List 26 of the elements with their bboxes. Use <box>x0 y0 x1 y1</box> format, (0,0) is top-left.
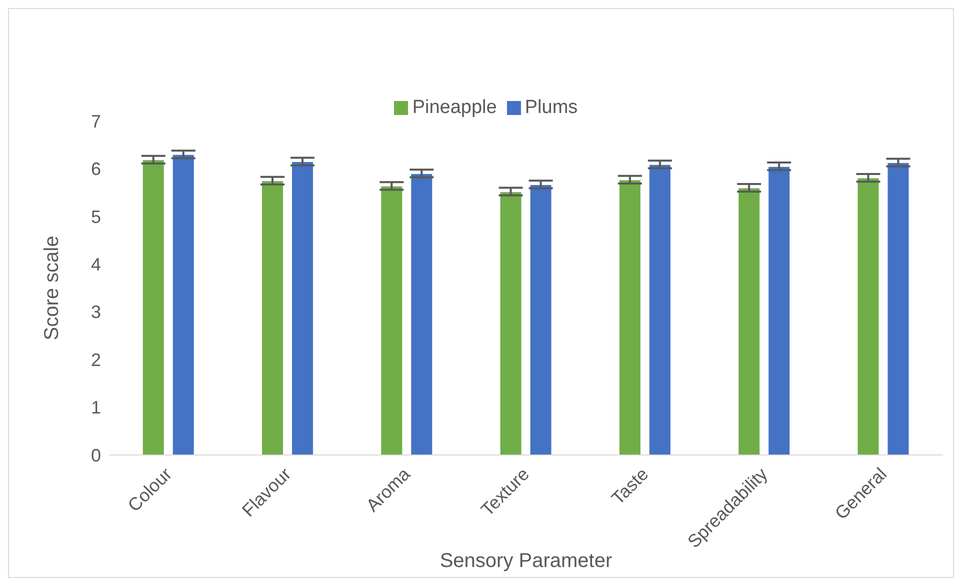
y-axis-title: Score scale <box>41 236 64 340</box>
bar <box>856 177 880 455</box>
y-tick-label: 6 <box>90 159 101 180</box>
bar <box>768 166 791 455</box>
y-tick-label: 4 <box>90 254 101 275</box>
bar <box>380 185 404 455</box>
bar <box>261 180 284 455</box>
y-tick-label: 7 <box>90 111 101 132</box>
bar <box>529 184 552 455</box>
bar <box>738 187 761 455</box>
bar <box>291 161 314 455</box>
legend-label: Pineapple <box>412 97 497 118</box>
bar <box>618 179 642 455</box>
y-tick-label: 3 <box>90 302 101 322</box>
y-tick-label: 1 <box>90 398 101 418</box>
bar <box>648 164 672 455</box>
bar <box>886 162 910 455</box>
x-axis-title: Sensory Parameter <box>440 550 612 572</box>
y-tick-label: 5 <box>90 206 101 227</box>
y-tick-label: 0 <box>90 445 101 466</box>
bar <box>410 172 434 455</box>
bar <box>142 159 165 455</box>
legend-label: Plums <box>524 97 578 118</box>
bar <box>172 154 195 455</box>
y-tick-label: 2 <box>90 350 101 370</box>
bar <box>499 191 522 455</box>
